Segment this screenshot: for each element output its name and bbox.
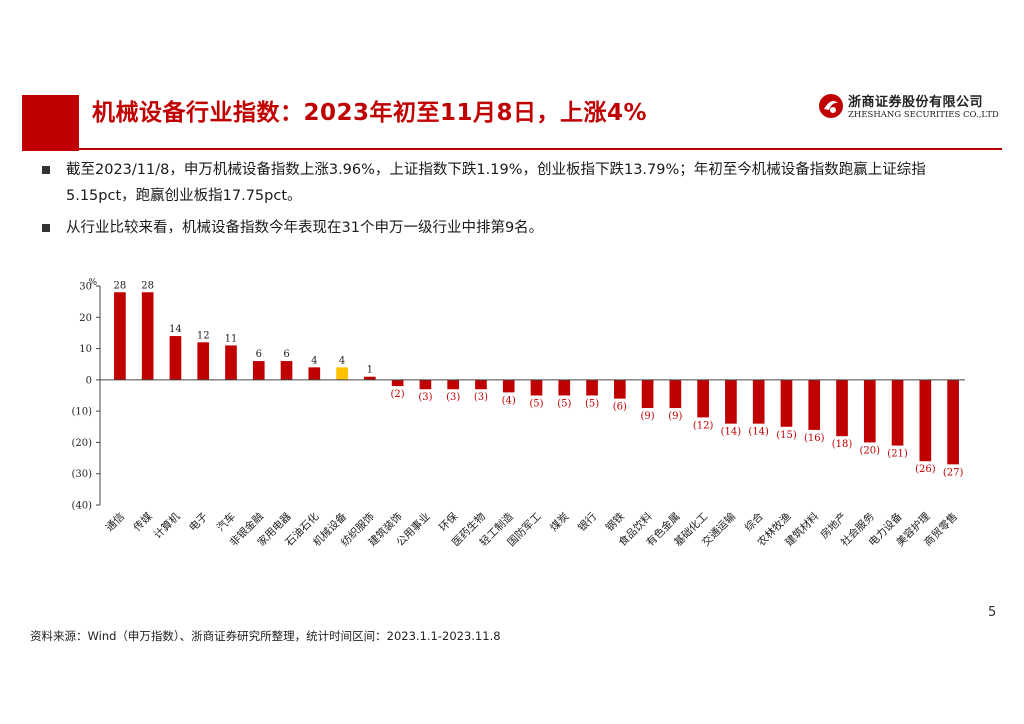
data-label: 28 [114,280,127,291]
data-label: (5) [557,399,571,410]
bar [669,379,682,409]
data-label: (15) [776,430,797,441]
logo-name-cn: 浙商证券股份有限公司 [848,95,984,110]
data-label: (6) [613,402,627,413]
data-label: (16) [804,433,825,444]
bar [752,379,765,424]
data-label: (3) [474,392,488,403]
page-title: 机械设备行业指数：2023年初至11月8日，上涨4% [92,100,648,126]
data-label: (5) [529,399,543,410]
bar [891,379,904,446]
y-tick-label: (40) [71,501,92,512]
bar [808,379,821,430]
bar [141,292,154,380]
y-tick-label: (10) [71,407,92,418]
data-label: 11 [225,333,238,344]
category-label: 环保 [436,510,460,534]
data-label: (26) [915,464,936,475]
bar [836,379,848,437]
company-logo: 浙商证券股份有限公司 ZHESHANG SECURITIES CO.,LTD [818,90,1008,126]
data-label: (5) [585,399,599,410]
bar [364,376,376,380]
category-label: 电子 [186,510,210,534]
data-label: (9) [668,411,682,422]
data-label: 4 [311,355,317,366]
bar [558,379,571,396]
data-label: (3) [446,392,460,403]
bar [475,379,487,390]
title-divider [22,148,1002,150]
category-label: 银行 [575,510,599,534]
y-tick-label: 30 [79,282,92,293]
summary-bullets: 截至2023/11/8，申万机械设备指数上涨3.96%，上证指数下跌1.19%，… [42,157,982,241]
bar [780,379,793,427]
bar [947,379,959,465]
data-label: (4) [502,395,516,406]
data-label: (21) [887,449,908,460]
bar [641,379,654,409]
data-label: (14) [721,427,742,438]
title-accent-block [22,95,79,151]
bullet-item: 从行业比较来看，机械设备指数今年表现在31个申万一级行业中排第9名。 [42,215,982,241]
zheshang-logo-icon [819,94,843,118]
y-tick-label: (30) [71,469,92,480]
category-label: 通信 [104,511,127,534]
data-label: 4 [339,355,345,366]
data-label: 14 [169,324,182,335]
data-label: 12 [197,330,210,341]
data-label: (3) [418,392,432,403]
bar [613,379,626,399]
data-label: 6 [283,349,289,360]
bar [308,367,321,380]
y-tick-label: 0 [86,375,92,386]
bar [697,379,709,418]
bar [114,292,126,380]
bar [169,336,182,380]
y-tick-label: (20) [71,438,92,449]
bar [725,379,737,424]
bar [391,379,404,387]
data-label: (12) [693,420,714,431]
category-label: 钢铁 [603,510,627,534]
y-tick-label: 10 [79,344,92,355]
bar [197,342,210,380]
bar [447,379,460,390]
bar [530,379,543,396]
category-label: 计算机 [151,510,183,542]
data-label: (2) [391,389,405,400]
bar [419,379,432,390]
bar [586,379,598,396]
data-label: (20) [860,445,881,456]
data-label: 6 [256,349,262,360]
y-tick-label: 20 [79,313,92,324]
bar [280,361,293,380]
data-label: 1 [367,365,373,376]
bar [252,361,265,380]
logo-name-en: ZHESHANG SECURITIES CO.,LTD [848,110,999,120]
bar [863,379,876,443]
data-label: (14) [748,427,769,438]
data-label: (9) [641,411,655,422]
data-label: (18) [832,439,853,450]
category-label: 煤炭 [547,510,571,534]
bullet-item: 截至2023/11/8，申万机械设备指数上涨3.96%，上证指数下跌1.19%，… [42,157,982,209]
category-label: 传媒 [131,510,155,534]
category-label: 综合 [742,510,766,534]
data-label: 28 [141,280,154,291]
source-note: 资料来源：Wind（申万指数）、浙商证券研究所整理，统计时间区间：2023.1.… [30,629,501,643]
bar [225,345,237,380]
bar [919,379,932,462]
bar [336,367,348,380]
bar [502,379,515,393]
page-number: 5 [988,605,997,620]
y-unit-label: % [88,278,97,288]
category-label: 汽车 [214,510,238,534]
data-label: (27) [943,467,964,478]
